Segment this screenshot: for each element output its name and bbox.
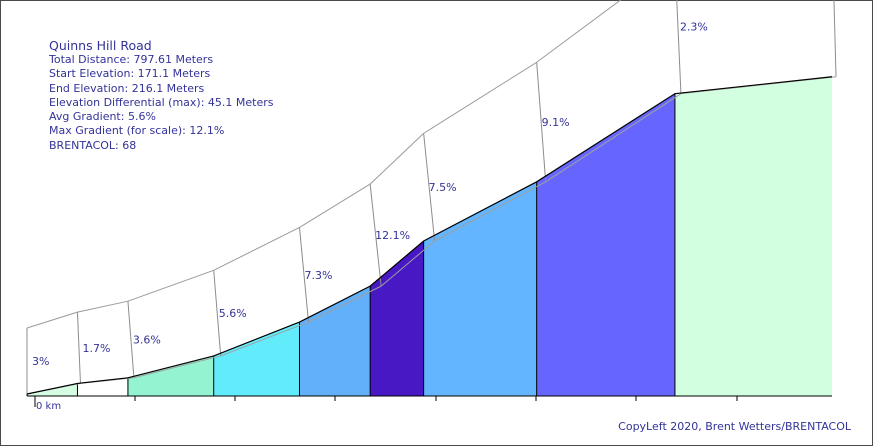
ribbon-bottom-edge [220,321,309,357]
ribbon-separator [676,0,682,94]
profile-segment-fill [127,355,214,396]
route-info-panel: Quinns Hill Road Total Distance: 797.61 … [49,38,273,153]
ribbon-top-edge [299,183,371,228]
ribbon-separator [536,62,547,182]
ribbon-bottom-edge [434,181,546,242]
profile-segment-fill [299,286,371,396]
gradient-label: 9.1% [542,116,570,129]
ribbon-separator [76,312,81,384]
ribbon-top-edge [127,269,214,302]
elevation-profile-line [26,76,833,395]
ribbon-top-edge [369,133,424,185]
profile-segment-fill [423,181,537,396]
ribbon-separator [213,270,222,356]
x-axis-tick-label: 0 km [36,401,61,412]
profile-segment-fill [536,93,675,397]
profile-segment-fill [213,322,300,396]
ribbon-separator [423,133,436,242]
ribbon-separator [369,184,382,287]
gradient-label: 5.6% [219,307,247,320]
ribbon-separator [833,0,837,77]
ribbon-top-edge [423,61,537,134]
ribbon-separator [127,301,135,378]
gradient-label: 2.3% [680,21,708,34]
gradient-label: 7.5% [429,181,457,194]
gradient-label: 7.3% [305,269,333,282]
ribbon-bottom-edge [308,285,382,323]
avg-gradient: Avg Gradient: 5.6% [49,110,156,124]
gradient-label: 1.7% [82,342,110,355]
max-gradient: Max Gradient (for scale): 12.1% [49,124,225,138]
brentacol-score: BRENTACOL: 68 [49,138,137,152]
profile-segment-fill [370,241,424,396]
total-distance: Total Distance: 797.61 Meters [49,53,214,66]
ribbon-bottom-edge [133,355,221,379]
route-title: Quinns Hill Road [49,38,152,53]
copyleft-footer: CopyLeft 2020, Brent Wetters/BRENTACOL [618,420,851,433]
gradient-label: 3.6% [133,333,161,346]
ribbon-separator [299,227,309,323]
ribbon-bottom-edge [380,240,435,287]
elevation-differential: Elevation Differential (max): 45.1 Meter… [49,95,274,109]
ribbon-top-edge [77,300,129,313]
gradient-label: 3% [32,355,49,368]
profile-segment-fill [674,76,832,396]
ribbon-top-edge [536,0,622,63]
gradient-label: 12.1% [375,229,410,242]
ribbon-top-edge [26,311,78,329]
end-elevation: End Elevation: 216.1 Meters [49,81,205,95]
start-elevation: Start Elevation: 171.1 Meters [49,67,211,81]
ribbon-top-edge [213,227,300,271]
ribbon-bottom-edge [545,93,682,183]
